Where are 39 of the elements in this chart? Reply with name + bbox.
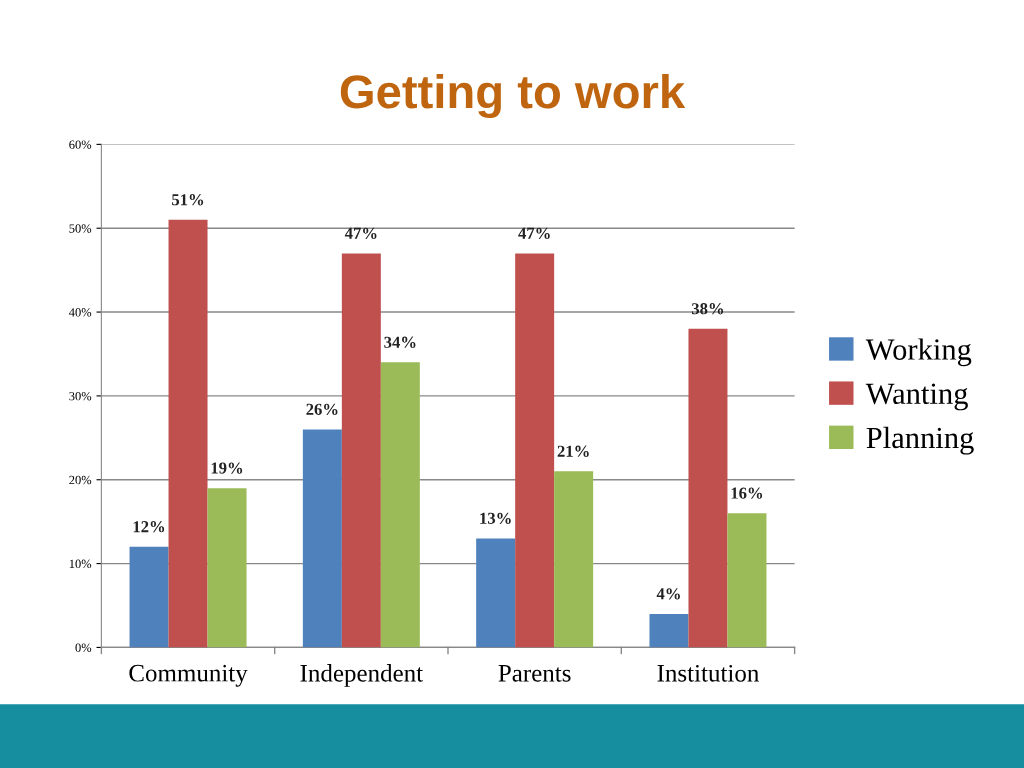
data-label: 13% <box>480 512 511 524</box>
data-label: 51% <box>172 194 204 206</box>
x-tick-label: Parents <box>498 665 571 682</box>
bar <box>341 253 381 648</box>
data-label: 21% <box>557 445 589 457</box>
bar <box>515 253 555 648</box>
bar <box>380 362 420 648</box>
bar <box>476 538 516 648</box>
bar <box>727 513 767 648</box>
y-tick-label: 40% <box>68 308 92 317</box>
legend-label: Working <box>865 338 972 367</box>
y-tick-label: 60% <box>69 140 92 149</box>
data-label: 38% <box>691 303 724 315</box>
bar <box>554 471 594 648</box>
y-tick-label: 50% <box>69 224 92 233</box>
bar <box>302 429 342 648</box>
bar <box>168 219 208 648</box>
x-tick-label: Independent <box>300 664 423 687</box>
data-label: 47% <box>518 227 550 239</box>
data-label: 47% <box>344 227 377 239</box>
bar <box>129 546 169 648</box>
legend-label: Wanting <box>865 383 968 411</box>
y-tick-label: 30% <box>69 391 92 401</box>
data-label: 19% <box>211 462 243 474</box>
data-label: 34% <box>384 336 416 348</box>
bar <box>207 488 247 648</box>
data-label: 4% <box>656 588 680 600</box>
data-label: 12% <box>133 521 165 533</box>
y-tick-label: 10% <box>69 559 92 569</box>
bar <box>688 328 728 648</box>
data-label: 16% <box>731 487 763 499</box>
data-label: 26% <box>306 403 338 415</box>
legend-label: Planning <box>866 426 974 455</box>
bar <box>649 613 689 648</box>
y-tick-label: 20% <box>69 475 92 485</box>
chart-title: Getting to work <box>340 73 686 119</box>
y-tick-label: 0% <box>75 643 92 652</box>
x-tick-label: Institution <box>657 664 759 682</box>
x-tick-label: Community <box>129 664 248 687</box>
